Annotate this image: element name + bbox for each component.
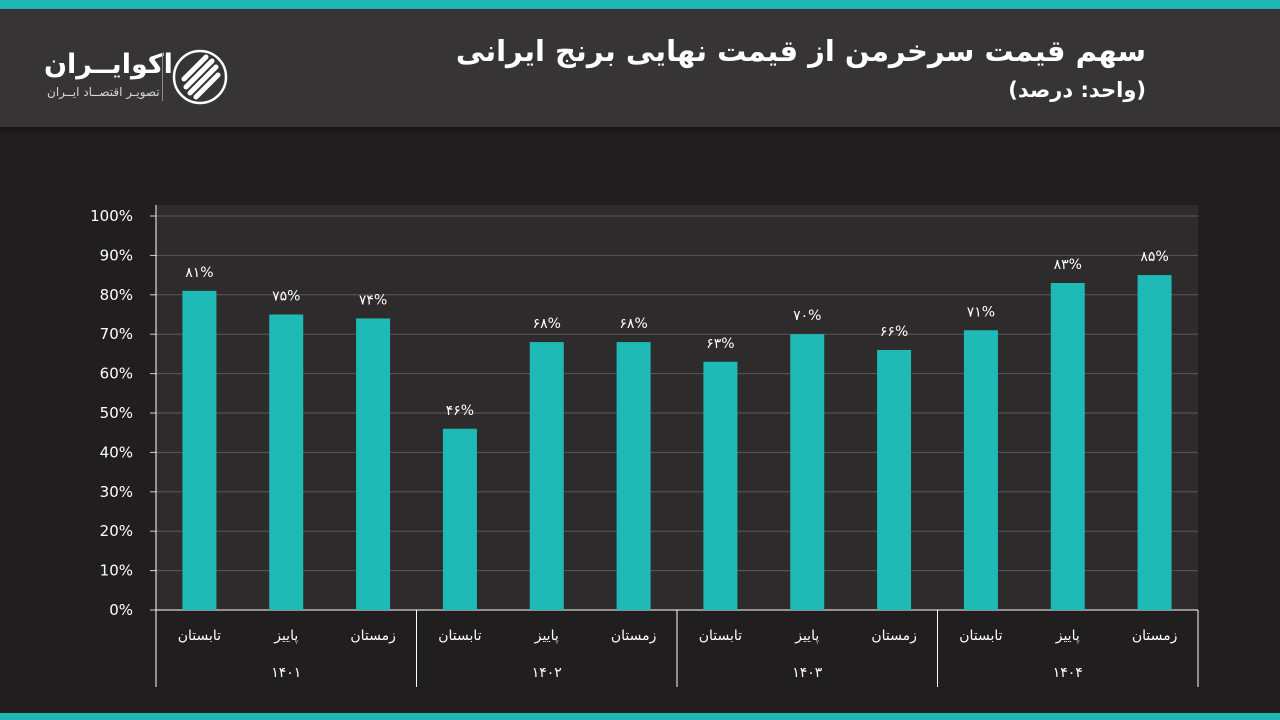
y-tick-label: 60% (100, 365, 133, 383)
bottom-accent-stripe (0, 713, 1280, 720)
bar-value-label: ۷۴% (359, 292, 387, 308)
brand-name: اکوایــران (44, 49, 173, 80)
bar (1050, 282, 1085, 610)
bar (442, 428, 477, 610)
x-season-label: پاییز (534, 628, 559, 644)
chart-subtitle: (واحد: درصد) (1008, 78, 1146, 102)
x-season-label: پاییز (1055, 628, 1080, 644)
plot-area (156, 205, 1198, 610)
ecoiran-logo-icon (172, 49, 228, 105)
bar (269, 314, 304, 610)
x-season-label: تابستان (959, 628, 1002, 644)
bar-value-label: ۷۰% (793, 308, 821, 324)
x-season-label: پاییز (794, 628, 819, 644)
bar-value-label: ۴۶% (446, 403, 474, 419)
bar (529, 342, 564, 610)
bar (356, 318, 391, 610)
bar (182, 290, 217, 610)
y-tick-label: 10% (100, 562, 133, 580)
x-season-label: تابستان (438, 628, 481, 644)
y-tick-label: 50% (100, 404, 133, 422)
brand-divider (162, 53, 163, 101)
x-season-label: زمستان (871, 628, 917, 644)
y-tick-label: 100% (90, 207, 133, 225)
top-accent-stripe (0, 0, 1280, 9)
y-tick-label: 80% (100, 286, 133, 304)
header-banner: سهم قیمت سرخرمن از قیمت نهایی برنج ایران… (0, 9, 1280, 127)
bar (963, 330, 998, 610)
x-season-label: تابستان (699, 628, 742, 644)
bar-value-label: ۸۱% (185, 265, 213, 281)
y-tick-label: 0% (109, 601, 133, 619)
x-season-label: تابستان (178, 628, 221, 644)
bar-value-label: ۸۳% (1054, 257, 1082, 273)
x-season-label: زمستان (1132, 628, 1178, 644)
y-tick-label: 90% (100, 246, 133, 264)
y-tick-label: 70% (100, 325, 133, 343)
bar (1137, 275, 1172, 610)
x-year-label: ۱۴۰۴ (1053, 665, 1083, 681)
bar (790, 334, 825, 610)
x-season-label: زمستان (350, 628, 396, 644)
x-season-label: پاییز (273, 628, 298, 644)
x-season-label: زمستان (611, 628, 657, 644)
bar-value-label: ۷۵% (272, 289, 300, 305)
bar-value-label: ۸۵% (1140, 249, 1168, 265)
y-tick-label: 30% (100, 483, 133, 501)
chart-title: سهم قیمت سرخرمن از قیمت نهایی برنج ایران… (455, 34, 1146, 68)
bar-value-label: ۶۳% (706, 336, 734, 352)
bar-value-label: ۶۶% (880, 324, 908, 340)
bar-value-label: ۶۸% (619, 316, 647, 332)
brand-tagline: تصویـر اقتصــاد ایــران (47, 85, 160, 99)
y-tick-label: 20% (100, 522, 133, 540)
x-year-label: ۱۴۰۳ (792, 665, 823, 681)
x-year-label: ۱۴۰۱ (271, 665, 301, 681)
bar-value-label: ۷۱% (967, 304, 995, 320)
bar (877, 349, 912, 610)
y-tick-label: 40% (100, 443, 133, 461)
bar-value-label: ۶۸% (533, 316, 561, 332)
bar (703, 361, 738, 610)
x-year-label: ۱۴۰۲ (532, 665, 562, 681)
bar (616, 342, 651, 610)
